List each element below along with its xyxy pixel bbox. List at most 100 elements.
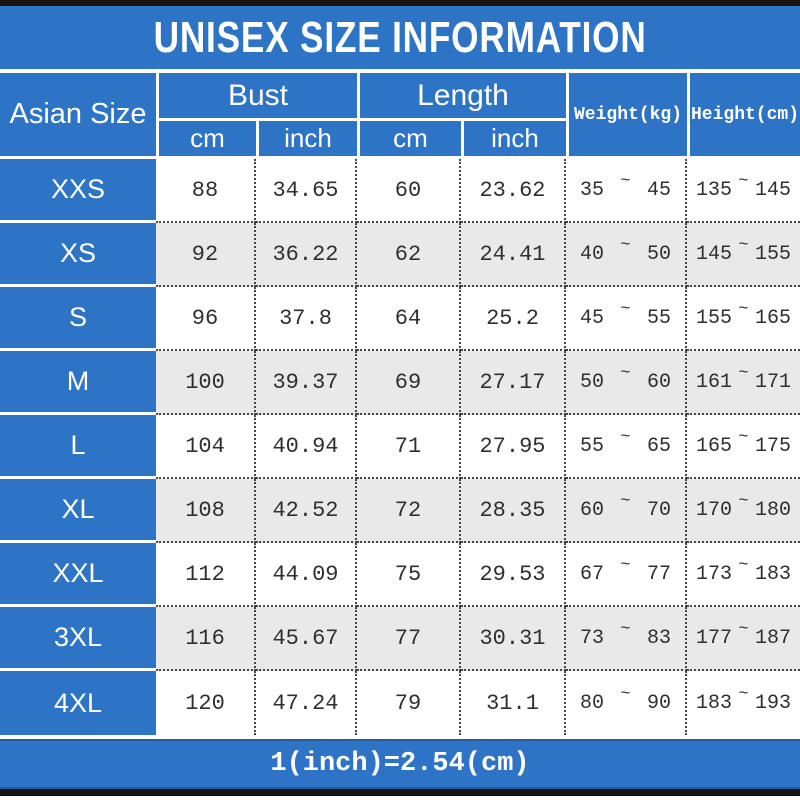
title-band: UNISEX SIZE INFORMATION <box>0 6 800 73</box>
table-row: XXS 88 34.65 60 23.62 35 ~ 45 135 ~ 145 <box>0 159 800 223</box>
tilde-separator: ~ <box>620 363 631 383</box>
bust-cm-value: 116 <box>156 607 256 671</box>
header-height-cm: Height(cm) <box>687 73 800 156</box>
height-min-value: 170 <box>696 498 733 522</box>
length-inch-value: 31.1 <box>461 671 566 735</box>
height-min-value: 155 <box>696 306 733 330</box>
length-inch-value: 24.41 <box>461 223 566 287</box>
length-inch-value: 25.2 <box>461 287 566 351</box>
size-label: XXS <box>0 159 156 223</box>
weight-min-value: 60 <box>580 498 605 522</box>
bust-cm-value: 112 <box>156 543 256 607</box>
tilde-separator: ~ <box>620 299 631 319</box>
weight-range: 73 ~ 83 <box>566 607 687 671</box>
size-label: S <box>0 287 156 351</box>
weight-max-value: 70 <box>646 498 671 522</box>
height-min-value: 145 <box>696 242 733 266</box>
length-cm-value: 69 <box>357 351 461 415</box>
size-label: 4XL <box>0 671 156 735</box>
weight-max-value: 60 <box>646 370 671 394</box>
tilde-separator: ~ <box>738 491 749 511</box>
tilde-separator: ~ <box>620 171 631 191</box>
size-label: XL <box>0 479 156 543</box>
header-length: Length <box>357 73 566 118</box>
height-min-value: 135 <box>696 178 733 202</box>
tilde-separator: ~ <box>620 427 631 447</box>
weight-max-value: 83 <box>646 626 671 650</box>
bust-inch-value: 36.22 <box>256 223 357 287</box>
height-range: 183 ~ 193 <box>687 671 800 735</box>
height-max-value: 155 <box>754 242 791 266</box>
bust-inch-value: 34.65 <box>256 159 357 223</box>
tilde-separator: ~ <box>738 299 749 319</box>
height-range: 173 ~ 183 <box>687 543 800 607</box>
bust-cm-value: 120 <box>156 671 256 735</box>
height-max-value: 183 <box>754 562 791 586</box>
bust-cm-value: 108 <box>156 479 256 543</box>
bust-cm-value: 88 <box>156 159 256 223</box>
weight-max-value: 77 <box>646 562 671 586</box>
size-label: XXL <box>0 543 156 607</box>
bust-cm-value: 100 <box>156 351 256 415</box>
weight-max-value: 90 <box>646 691 671 715</box>
length-cm-value: 72 <box>357 479 461 543</box>
weight-min-value: 35 <box>580 178 605 202</box>
size-label: M <box>0 351 156 415</box>
height-min-value: 173 <box>696 562 733 586</box>
length-cm-value: 60 <box>357 159 461 223</box>
height-min-value: 183 <box>696 691 733 715</box>
tilde-separator: ~ <box>738 363 749 383</box>
height-min-value: 165 <box>696 434 733 458</box>
table-row: L 104 40.94 71 27.95 55 ~ 65 165 ~ 175 <box>0 415 800 479</box>
weight-range: 50 ~ 60 <box>566 351 687 415</box>
table-body: XXS 88 34.65 60 23.62 35 ~ 45 135 ~ 145 … <box>0 159 800 735</box>
header-length-cm-unit: cm <box>357 118 461 156</box>
height-range: 161 ~ 171 <box>687 351 800 415</box>
table-row: XS 92 36.22 62 24.41 40 ~ 50 145 ~ 155 <box>0 223 800 287</box>
bust-cm-value: 104 <box>156 415 256 479</box>
height-min-value: 177 <box>696 626 733 650</box>
length-cm-value: 77 <box>357 607 461 671</box>
weight-max-value: 65 <box>646 434 671 458</box>
tilde-separator: ~ <box>620 684 631 704</box>
top-border-bar <box>0 0 800 6</box>
height-min-value: 161 <box>696 370 733 394</box>
length-cm-value: 64 <box>357 287 461 351</box>
height-range: 145 ~ 155 <box>687 223 800 287</box>
header-bust-inch-unit: inch <box>256 118 357 156</box>
weight-range: 80 ~ 90 <box>566 671 687 735</box>
length-inch-value: 23.62 <box>461 159 566 223</box>
height-max-value: 193 <box>754 691 791 715</box>
weight-min-value: 40 <box>580 242 605 266</box>
length-cm-value: 71 <box>357 415 461 479</box>
bust-inch-value: 45.67 <box>256 607 357 671</box>
bust-inch-value: 37.8 <box>256 287 357 351</box>
conversion-note-band: 1(inch)=2.54(cm) <box>0 739 800 789</box>
weight-min-value: 50 <box>580 370 605 394</box>
length-inch-value: 27.95 <box>461 415 566 479</box>
bottom-border-bar <box>0 789 800 796</box>
table-row: XXL 112 44.09 75 29.53 67 ~ 77 173 ~ 183 <box>0 543 800 607</box>
page-title: UNISEX SIZE INFORMATION <box>153 12 647 62</box>
tilde-separator: ~ <box>738 619 749 639</box>
footer-gap <box>0 735 800 739</box>
bust-inch-value: 42.52 <box>256 479 357 543</box>
height-max-value: 187 <box>754 626 791 650</box>
length-inch-value: 29.53 <box>461 543 566 607</box>
table-row: 3XL 116 45.67 77 30.31 73 ~ 83 177 ~ 187 <box>0 607 800 671</box>
size-label: 3XL <box>0 607 156 671</box>
tilde-separator: ~ <box>738 684 749 704</box>
weight-range: 40 ~ 50 <box>566 223 687 287</box>
height-max-value: 180 <box>754 498 791 522</box>
height-max-value: 145 <box>754 178 791 202</box>
header-bust-cm-unit: cm <box>156 118 256 156</box>
tilde-separator: ~ <box>738 171 749 191</box>
weight-range: 45 ~ 55 <box>566 287 687 351</box>
height-max-value: 175 <box>754 434 791 458</box>
height-range: 170 ~ 180 <box>687 479 800 543</box>
length-inch-value: 28.35 <box>461 479 566 543</box>
length-inch-value: 30.31 <box>461 607 566 671</box>
tilde-separator: ~ <box>738 427 749 447</box>
length-cm-value: 75 <box>357 543 461 607</box>
